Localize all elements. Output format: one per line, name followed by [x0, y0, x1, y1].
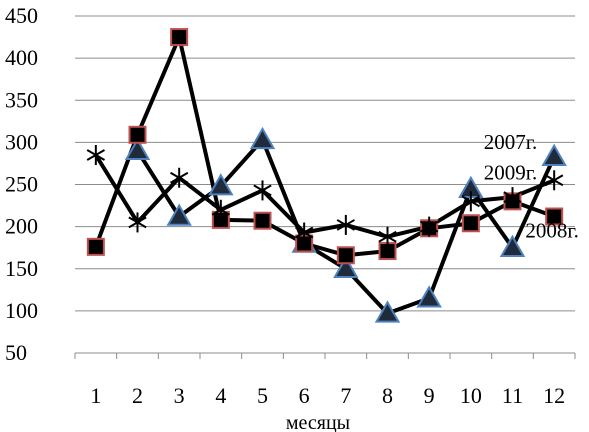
y-tick-label: 350: [5, 87, 38, 112]
x-tick-label: 2: [132, 383, 143, 408]
square-marker: [128, 125, 147, 144]
x-axis-label: месяцы: [286, 412, 350, 432]
y-tick-label: 450: [5, 3, 38, 28]
y-tick-label: 300: [5, 129, 38, 154]
star-marker: [170, 167, 189, 188]
x-tick-label: 6: [299, 383, 310, 408]
triangle-marker: [374, 300, 401, 323]
star-marker: [420, 216, 439, 237]
star-marker: [128, 212, 147, 233]
triangle-marker: [333, 255, 359, 278]
star-marker: [86, 145, 105, 166]
axes: [74, 352, 576, 359]
x-tick-label: 10: [460, 383, 482, 408]
triangle-marker: [541, 143, 567, 166]
star-marker: [211, 199, 230, 220]
series-annotation-label: 2009г.: [484, 160, 538, 184]
square-marker: [545, 207, 564, 226]
y-tick-label: 50: [5, 340, 27, 365]
square-marker: [170, 28, 189, 47]
y-tick-label: 100: [5, 298, 38, 323]
star-marker: [336, 214, 355, 235]
series-annotations: 2007г. 2009г. 2008г.: [484, 130, 579, 242]
x-tick-label: 8: [382, 383, 393, 408]
series-line-star: [94, 153, 555, 239]
y-tick-label: 200: [5, 214, 38, 239]
x-tick-label: 4: [215, 383, 226, 408]
triangle-marker: [208, 173, 234, 196]
star-marker: [295, 222, 314, 243]
series-markers: [86, 28, 567, 323]
square-marker: [253, 211, 272, 230]
y-tick-label: 400: [5, 45, 38, 70]
y-tick-labels: 50 100 150 200 250 300 350 400 450: [5, 3, 38, 365]
triangle-marker: [249, 126, 276, 150]
x-tick-label: 3: [174, 383, 185, 408]
square-marker: [86, 237, 105, 256]
square-marker: [461, 214, 480, 233]
triangle-marker: [416, 285, 442, 308]
x-tick-label: 5: [257, 383, 268, 408]
x-tick-label: 7: [340, 383, 351, 408]
star-marker: [503, 187, 522, 208]
star-marker: [378, 226, 397, 247]
star-marker: [545, 170, 564, 191]
star-marker: [461, 191, 480, 212]
x-tick-label: 9: [424, 383, 435, 408]
square-marker: [336, 246, 355, 265]
triangle-marker: [499, 234, 526, 257]
y-tick-label: 150: [5, 256, 38, 281]
triangle-marker: [124, 137, 151, 161]
triangle-marker: [166, 203, 192, 226]
y-tick-label: 250: [5, 172, 38, 197]
x-tick-label: 11: [502, 383, 523, 408]
x-tick-label: 1: [90, 383, 101, 408]
x-tick-label: 12: [543, 383, 565, 408]
series-annotation-label: 2008г.: [525, 219, 579, 243]
star-marker: [253, 180, 272, 201]
x-tick-labels: 1 2 3 4 5 6 7 8 9 10 11 12: [90, 383, 565, 408]
series-annotation-label: 2007г.: [484, 130, 538, 154]
